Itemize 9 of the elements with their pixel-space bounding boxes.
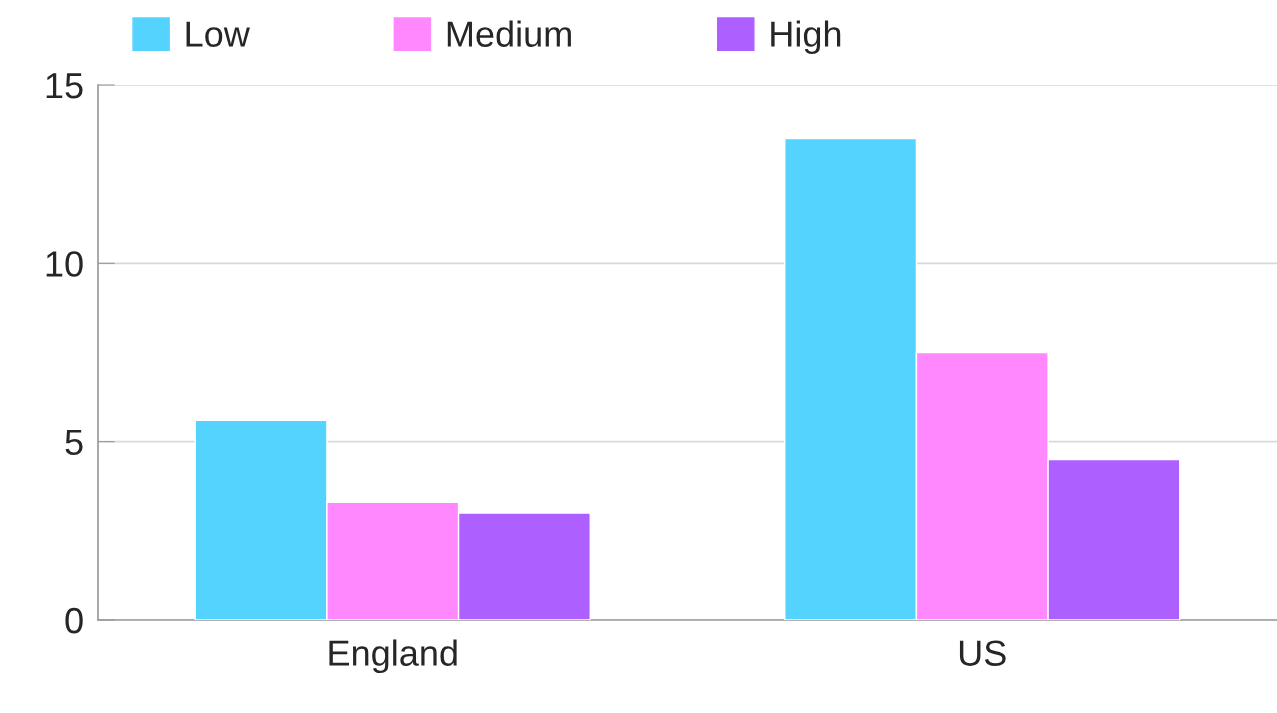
- x-tick-label: England: [329, 639, 457, 674]
- x-tick-label: US: [959, 640, 1006, 666]
- legend-label: Low: [186, 21, 250, 47]
- y-tick-label: 0: [65, 607, 83, 634]
- legend-label: Medium: [447, 20, 571, 47]
- legend-label: High: [771, 20, 841, 55]
- y-tick-label: 10: [46, 251, 83, 277]
- y-tick-label: 5: [65, 429, 83, 456]
- y-tick-label: 15: [46, 73, 83, 99]
